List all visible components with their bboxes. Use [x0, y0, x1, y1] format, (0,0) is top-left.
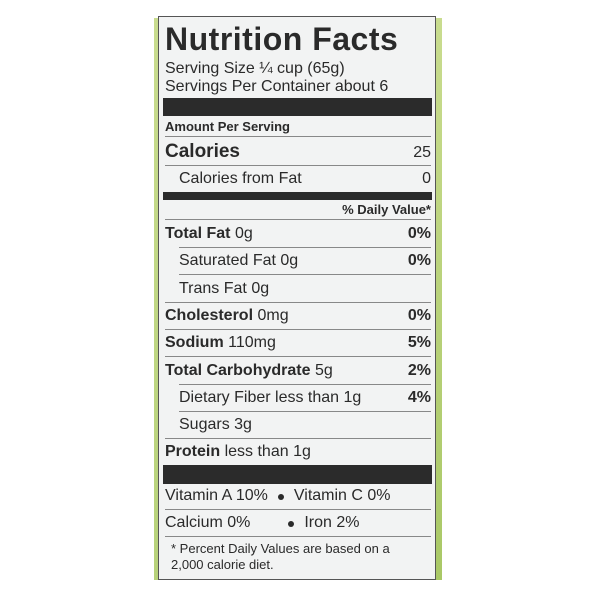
nutrient-row: Sugars 3g [179, 416, 431, 434]
nutrient-row: Protein less than 1g [165, 443, 431, 461]
calories-from-fat-label: Calories from Fat [179, 170, 302, 187]
nutrient-amount: 0mg [257, 306, 289, 324]
nutrient-label: Dietary Fiber [179, 388, 271, 406]
nutrient-row: Trans Fat 0g [179, 280, 431, 298]
daily-value-header-text: % Daily Value* [342, 202, 431, 217]
nutrient-amount: 3g [234, 416, 252, 434]
nutrient-label: Cholesterol [165, 306, 254, 324]
footnote: * Percent Daily Values are based on a 2,… [171, 541, 390, 572]
nutrient-daily-value: 5% [407, 334, 431, 352]
serving-size: Serving Size ¼ cup (65g) [165, 60, 345, 77]
calories-value: 25 [413, 144, 431, 161]
nutrient-amount: 5g [314, 361, 333, 379]
vitamin-row: Vitamin A 10% Vitamin C 0% [165, 487, 431, 505]
nutrient-daily-value: 0% [407, 306, 431, 324]
nutrient-daily-value: 0% [407, 225, 431, 242]
divider [179, 410, 431, 412]
divider [179, 247, 431, 248]
nutrient-name: Total Carbohydrate 5g [165, 362, 333, 380]
nutrient-row: Cholesterol 0mg 0% [165, 307, 431, 325]
mineral-row: Calcium 0% Iron 2% [165, 514, 431, 532]
nutrient-row: Saturated Fat 0g 0% [179, 252, 431, 270]
nutrient-name: Sodium 110mg [165, 334, 276, 352]
divider [165, 536, 431, 537]
nutrient-daily-value: 0% [407, 252, 431, 270]
calories-label: Calories [165, 141, 240, 162]
vitamin-c: Vitamin C 0% [293, 487, 391, 504]
package-edge-left [154, 18, 160, 580]
nutrient-name: Sugars 3g [179, 416, 252, 434]
thick-divider [163, 98, 432, 116]
calories-from-fat-row: Calories from Fat 0 [179, 170, 431, 188]
thick-divider [163, 465, 432, 484]
nutrient-amount: 0g [234, 225, 253, 242]
nutrient-row: Total Fat 0g 0% [165, 225, 431, 243]
nutrient-label: Saturated Fat [179, 252, 276, 270]
nutrient-row: Total Carbohydrate 5g 2% [165, 362, 431, 380]
nutrient-name: Saturated Fat 0g [179, 252, 298, 270]
nutrient-amount: 110mg [228, 334, 276, 352]
divider [165, 219, 431, 220]
nutrient-amount: less than 1g [224, 443, 311, 461]
nutrition-facts-label: Nutrition Facts Serving Size ¼ cup (65g)… [158, 16, 436, 580]
label-title: Nutrition Facts [165, 21, 399, 57]
divider [165, 356, 431, 358]
bullet-icon [288, 521, 295, 527]
nutrient-name: Trans Fat 0g [179, 280, 269, 298]
nutrient-label: Sodium [165, 334, 224, 352]
nutrient-name: Dietary Fiber less than 1g [179, 389, 361, 407]
divider [165, 136, 431, 137]
vitamin-a: Vitamin A 10% [165, 487, 268, 504]
nutrient-label: Total Fat [165, 225, 231, 242]
amount-per-serving: Amount Per Serving [165, 119, 290, 134]
divider [165, 165, 431, 166]
divider [165, 328, 431, 330]
nutrient-name: Protein less than 1g [165, 443, 311, 461]
divider [179, 274, 431, 276]
nutrient-daily-value: 2% [407, 361, 431, 379]
servings-per-container: Servings Per Container about 6 [165, 78, 389, 95]
calories-row: Calories 25 [165, 141, 431, 163]
nutrient-name: Cholesterol 0mg [165, 307, 289, 325]
calcium: Calcium 0% [165, 514, 251, 531]
nutrient-label: Sugars [179, 416, 230, 434]
nutrient-label: Trans Fat [179, 279, 247, 297]
package-edge-right [434, 18, 442, 580]
calories-from-fat-value: 0 [422, 170, 431, 187]
nutrient-row: Sodium 110mg 5% [165, 334, 431, 352]
nutrient-amount: less than 1g [275, 388, 362, 406]
bullet-icon [277, 494, 284, 500]
nutrient-daily-value: 4% [407, 388, 431, 406]
nutrient-label: Total Carbohydrate [165, 361, 311, 379]
divider [165, 509, 431, 510]
nutrient-row: Dietary Fiber less than 1g 4% [179, 389, 431, 407]
divider [179, 383, 431, 385]
nutrient-amount: 0g [280, 252, 299, 270]
iron: Iron 2% [304, 514, 360, 531]
divider [165, 301, 431, 303]
medium-divider [163, 192, 432, 200]
nutrient-amount: 0g [251, 279, 270, 297]
nutrient-name: Total Fat 0g [165, 225, 253, 243]
divider [165, 438, 431, 440]
daily-value-header: % Daily Value* [165, 202, 431, 217]
nutrient-label: Protein [165, 443, 221, 461]
